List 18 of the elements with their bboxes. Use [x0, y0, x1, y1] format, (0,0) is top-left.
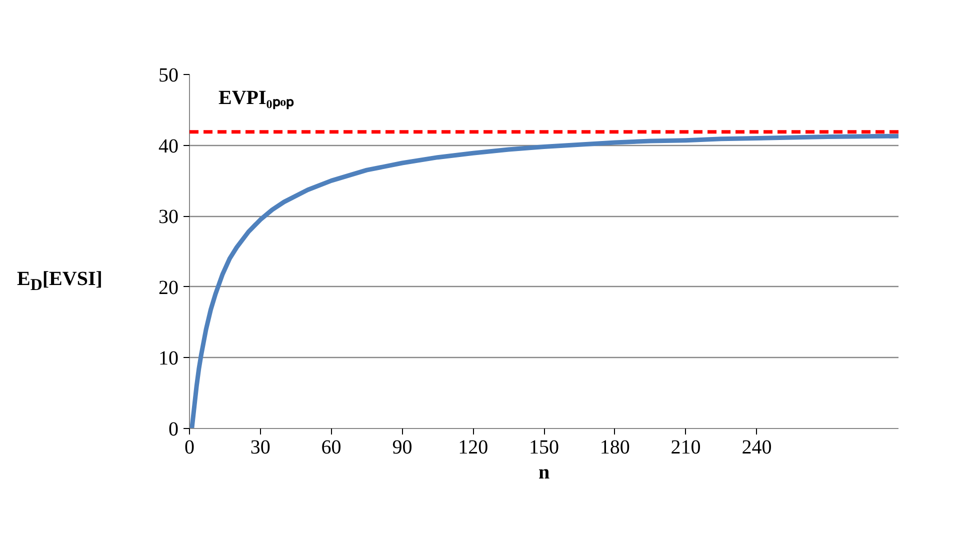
y-tick-label: 50: [158, 64, 178, 86]
y-axis-title: E$_{D}$[EVSI]: [17, 267, 102, 296]
x-tick-label: 60: [321, 436, 342, 458]
x-tick-label: 0: [184, 436, 194, 458]
x-tick-label: 120: [458, 436, 488, 458]
ref-line-label: EVPI₀ₚₒₚ: [218, 86, 294, 110]
y-tick-label: 10: [158, 348, 178, 370]
x-tick-label: 30: [250, 436, 270, 458]
y-tick-label: 20: [158, 276, 178, 299]
y-tick-label: 40: [158, 135, 178, 158]
y-tick-label: 30: [158, 206, 178, 228]
y-tick-label: 0: [168, 418, 178, 440]
x-tick-label: 90: [392, 436, 412, 458]
x-tick-label: 210: [670, 436, 701, 458]
x-tick-label: 180: [600, 436, 630, 458]
x-tick-label: 150: [529, 436, 559, 458]
x-tick-label: 240: [742, 436, 772, 458]
x-axis-title: n: [538, 462, 550, 484]
